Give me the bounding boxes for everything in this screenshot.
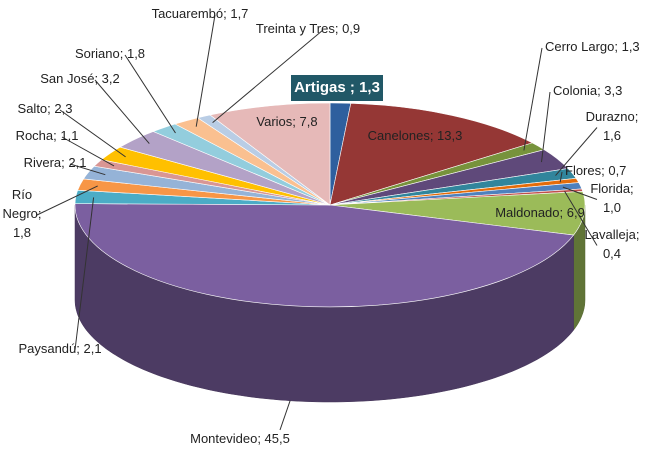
slice-label: Flores; 0,7 [565,163,626,178]
slice [209,102,331,206]
slice [329,102,534,206]
label-line: San José; 3,2 [40,71,120,86]
label-line: Treinta y Tres; 0,9 [256,21,360,36]
label-line: Rivera; 2,1 [24,155,87,170]
label-line: Durazno; [586,109,639,124]
slice-label: Montevideo; 45,5 [190,431,290,446]
leader-line [69,163,106,176]
slice-label: Tacuarembó; 1,7 [152,6,249,21]
slice-label: Durazno; 1,6 [586,109,639,143]
leader-line [559,171,563,183]
label-line: 1,6 [603,128,621,143]
slice-label: Treinta y Tres; 0,9 [256,21,360,36]
slice-label: Rocha; 1,1 [16,128,79,143]
label-line: Cerro Largo; 1,3 [545,39,640,54]
leader-line [59,109,126,158]
leader-line [195,14,216,127]
label-line: Artigas ; 1,3 [294,79,380,96]
slice-label: Salto; 2,3 [18,101,73,116]
leader-line [74,197,95,351]
leader-line [61,136,115,167]
label-line: Maldonado; 6,9 [495,205,585,220]
slice-label: Varios; 7,8 [256,114,317,129]
label-line: 0,4 [603,246,621,261]
label-line: Lavalleja; [585,227,640,242]
leader-line [562,186,598,200]
slice-label: Colonia; 3,3 [553,83,622,98]
leader-line [36,185,98,216]
label-line: Negro; [2,206,41,221]
label-line: Colonia; 3,3 [553,83,622,98]
label-line: 1,8 [13,225,31,240]
slice [74,203,575,308]
slice-label: Río Negro; 1,8 [2,187,41,240]
slice-label: Artigas ; 1,3 [294,79,380,96]
slice-label: Florida; 1,0 [590,181,633,215]
slice-label: Maldonado; 6,9 [495,205,585,220]
label-line: Paysandú; 2,1 [18,341,101,356]
label-line: Montevideo; 45,5 [190,431,290,446]
label-line: 1,0 [603,200,621,215]
leader-line [541,91,551,163]
slice-label: Cerro Largo; 1,3 [545,39,640,54]
label-line: Soriano; 1,8 [75,46,145,61]
label-line: Río [12,187,32,202]
slice [329,191,586,236]
slice-label: Canelones; 13,3 [368,128,463,143]
label-line: Florida; [590,181,633,196]
label-line: Canelones; 13,3 [368,128,463,143]
leader-line [279,400,291,431]
leader-line [523,47,543,151]
label-line: Rocha; 1,1 [16,128,79,143]
slice-label: Rivera; 2,1 [24,155,87,170]
leader-line [94,79,150,144]
label-line: Tacuarembó; 1,7 [152,6,249,21]
slice-label: Paysandú; 2,1 [18,341,101,356]
leader-line [212,29,324,123]
slice-label: Lavalleja; 0,4 [585,227,640,261]
label-line: Flores; 0,7 [565,163,626,178]
slice-label: San José; 3,2 [40,71,120,86]
highlight-box [291,75,383,101]
leader-line [555,127,598,176]
label-line: Varios; 7,8 [256,114,317,129]
leader-line [124,54,176,134]
slice-label: Soriano; 1,8 [75,46,145,61]
leader-line [564,190,598,246]
label-line: Salto; 2,3 [18,101,73,116]
